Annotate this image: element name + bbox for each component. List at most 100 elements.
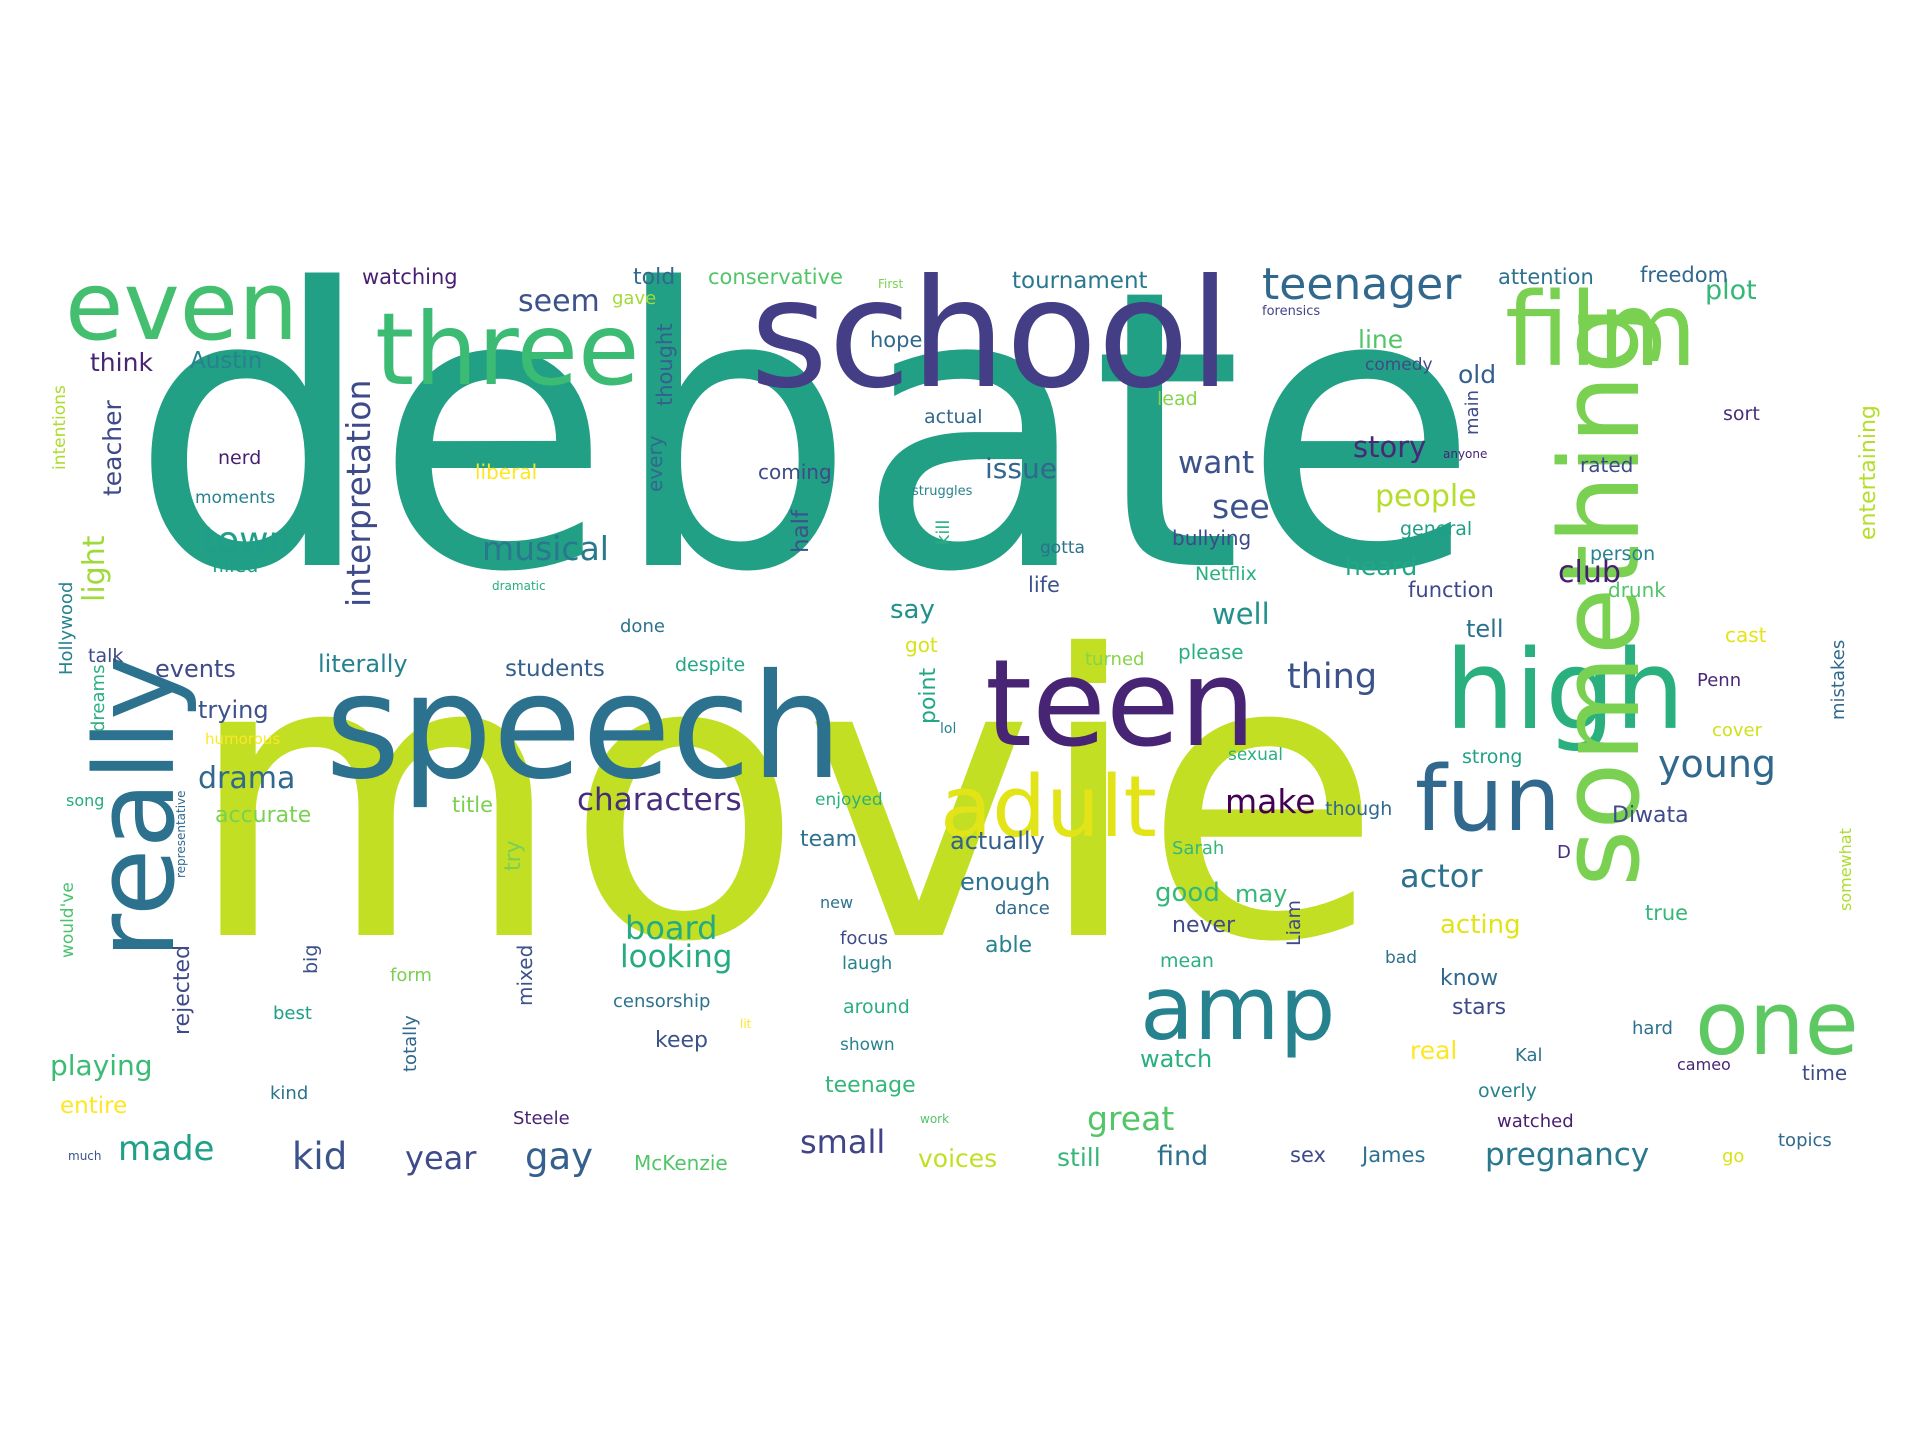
word-53: First <box>878 277 904 291</box>
word-34: want <box>1178 445 1255 481</box>
word-169: voices <box>918 1144 998 1173</box>
word-95: events <box>155 655 236 683</box>
word-70: coming <box>758 460 832 484</box>
word-133: acting <box>1440 910 1521 940</box>
word-148: stars <box>1452 995 1507 1020</box>
word-24: year <box>405 1139 477 1177</box>
word-90: done <box>620 616 665 637</box>
word-80: filled <box>212 555 259 577</box>
word-63: actual <box>924 406 983 428</box>
word-173: James <box>1362 1143 1426 1167</box>
word-160: teenage <box>825 1073 916 1098</box>
word-16: interpretation <box>339 379 378 607</box>
word-37: story <box>1353 430 1427 464</box>
word-26: made <box>118 1129 215 1169</box>
word-156: Kal <box>1515 1045 1543 1066</box>
word-45: playing <box>50 1049 153 1082</box>
word-118: team <box>800 827 858 852</box>
word-44: teacher <box>98 400 127 496</box>
word-39: people <box>1375 479 1477 514</box>
word-54: forensics <box>1262 304 1321 319</box>
word-142: mixed <box>513 944 537 1006</box>
word-170: still <box>1057 1143 1101 1172</box>
word-75: half <box>788 509 814 553</box>
word-153: hard <box>1632 1018 1673 1039</box>
word-149: lit <box>740 1017 752 1031</box>
word-68: moments <box>195 488 276 508</box>
word-27: pregnancy <box>1485 1137 1650 1173</box>
word-103: dreams <box>88 664 109 732</box>
word-12: fun <box>1415 747 1561 852</box>
word-171: find <box>1157 1141 1209 1172</box>
word-146: censorship <box>613 991 711 1012</box>
word-94: talk <box>88 645 124 667</box>
word-119: actually <box>950 827 1045 855</box>
word-73: rated <box>1580 453 1634 477</box>
word-154: totally <box>400 1015 421 1072</box>
word-111: Penn <box>1697 670 1742 691</box>
word-145: best <box>273 1003 312 1024</box>
word-152: real <box>1410 1036 1458 1065</box>
word-141: form <box>390 965 432 986</box>
word-165: watched <box>1497 1111 1574 1132</box>
word-135: focus <box>840 928 889 949</box>
word-14: adult <box>940 758 1157 857</box>
word-96: literally <box>318 650 408 678</box>
word-49: tournament <box>1012 268 1148 294</box>
word-5: film <box>1505 271 1697 390</box>
word-15: teenager <box>1262 259 1462 310</box>
word-83: Netflix <box>1195 563 1257 585</box>
word-25: gay <box>525 1135 594 1178</box>
word-18: musical <box>482 529 609 568</box>
word-127: good <box>1155 878 1220 908</box>
word-11: amp <box>1140 957 1336 1060</box>
word-102: mistakes <box>1828 639 1849 720</box>
word-77: bullying <box>1172 526 1252 550</box>
word-64: main <box>1462 390 1483 435</box>
word-67: nerd <box>218 447 262 469</box>
word-69: liberal <box>475 460 538 484</box>
word-38: seem <box>518 284 600 319</box>
word-58: thought <box>653 323 677 406</box>
word-56: think <box>90 348 153 377</box>
word-139: rejected <box>170 945 195 1035</box>
word-22: thing <box>1287 657 1378 697</box>
word-109: strong <box>1462 746 1523 768</box>
word-124: representative <box>174 790 188 878</box>
word-2: school <box>750 248 1231 422</box>
word-6: teen <box>985 635 1256 774</box>
word-23: kid <box>292 1135 348 1178</box>
word-91: tell <box>1466 615 1504 643</box>
word-168: McKenzie <box>634 1151 728 1175</box>
word-13: one <box>1695 972 1859 1075</box>
word-155: shown <box>840 1035 895 1055</box>
word-35: see <box>1212 487 1270 526</box>
word-115: enjoyed <box>815 790 883 810</box>
word-62: lead <box>1157 388 1198 410</box>
word-65: sort <box>1723 403 1760 425</box>
word-74: struggles <box>912 484 973 499</box>
word-42: well <box>1212 597 1270 631</box>
word-36: issue <box>985 452 1057 485</box>
word-125: try <box>501 840 526 871</box>
word-32: looking <box>620 939 733 975</box>
word-66: entertaining <box>1856 405 1881 540</box>
word-157: cameo <box>1677 1055 1731 1074</box>
word-104: trying <box>198 696 269 724</box>
word-33: board <box>625 909 718 947</box>
word-129: new <box>820 893 854 912</box>
word-112: song <box>66 791 105 810</box>
word-51: freedom <box>1640 263 1729 287</box>
word-162: entire <box>60 1093 128 1119</box>
word-19: town <box>203 520 292 561</box>
word-50: attention <box>1498 265 1594 289</box>
word-161: overly <box>1478 1080 1537 1102</box>
word-81: kill <box>933 519 954 545</box>
word-116: though <box>1325 798 1393 820</box>
word-159: kind <box>270 1083 309 1104</box>
word-134: true <box>1645 901 1689 925</box>
word-93: Hollywood <box>56 581 77 675</box>
word-144: know <box>1440 966 1499 991</box>
word-143: bad <box>1385 948 1417 968</box>
word-126: enough <box>960 868 1051 896</box>
